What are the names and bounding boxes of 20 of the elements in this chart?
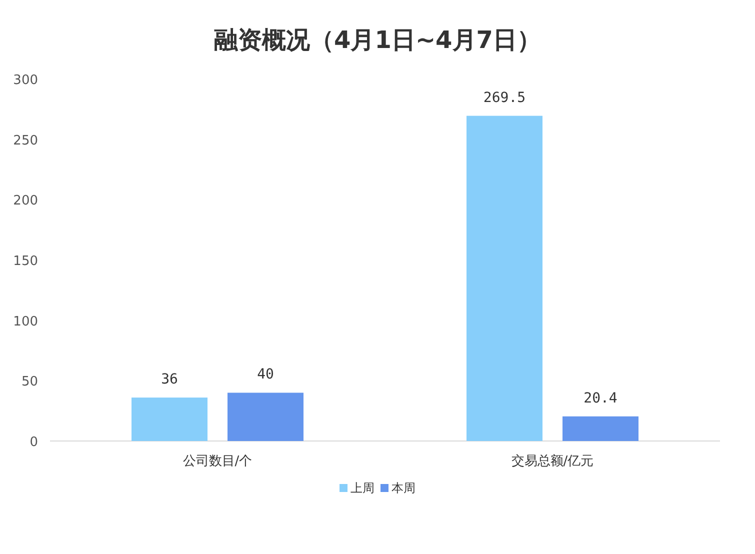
chart-title: 融资概况（4月1日~4月7日） [214,26,541,54]
y-tick-label: 0 [30,435,38,450]
y-tick-label: 300 [13,73,38,88]
y-tick-label: 200 [13,194,38,209]
data-label: 20.4 [584,390,618,406]
legend-label: 本周 [392,481,416,495]
bar [562,416,638,441]
bar [132,398,208,441]
y-tick-label: 150 [13,254,38,269]
y-tick-label: 100 [13,314,38,330]
bar [228,392,304,441]
y-tick-label: 250 [13,133,38,148]
x-tick-label: 公司数目/个 [182,454,252,469]
data-label: 269.5 [483,90,526,106]
data-label: 40 [257,366,274,383]
data-label: 36 [161,372,178,388]
y-tick-label: 50 [21,374,38,390]
bar [466,116,542,441]
legend-label: 上周 [350,481,374,495]
x-tick-label: 交易总额/亿元 [511,453,594,469]
